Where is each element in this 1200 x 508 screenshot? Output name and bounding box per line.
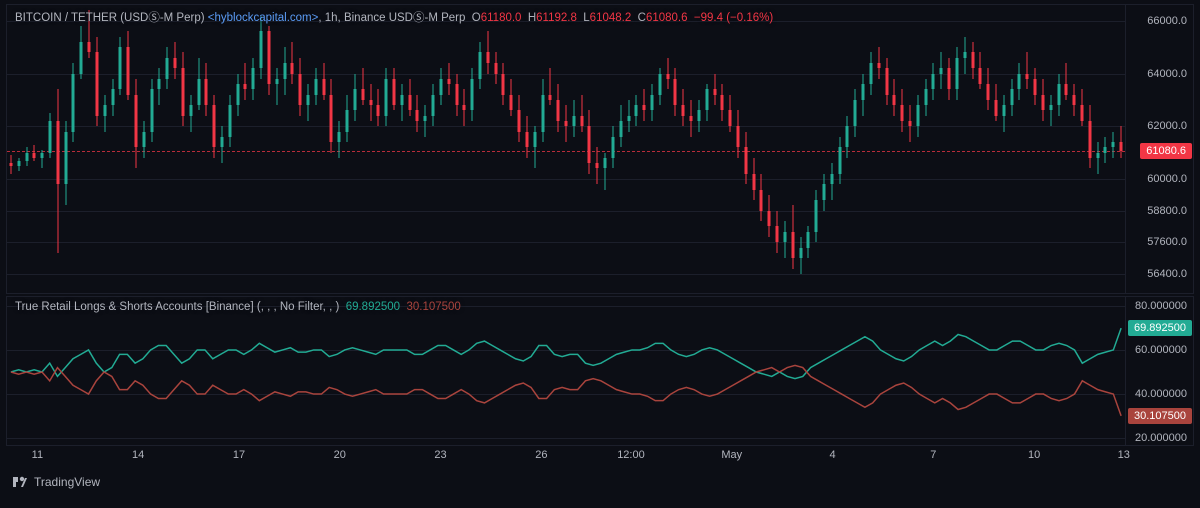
c-value: 61080.6 [646,12,688,24]
price-panel[interactable]: BITCOIN / TETHER (USDⓈ-M Perp) <hyblockc… [6,4,1194,294]
price-plot[interactable] [7,5,1125,293]
exchange-label: Binance USDⓈ-M Perp [344,12,465,24]
indicator-y-axis[interactable]: 80.00000060.00000040.00000020.00000069.8… [1125,297,1193,445]
indicator-params: (, , , No Filter, , ) [257,301,339,313]
h-value: 61192.8 [536,12,577,24]
indicator-name: True Retail Longs & Shorts Accounts [Bin… [15,301,254,313]
price-y-axis[interactable]: 66000.064000.062000.060000.058800.057600… [1125,5,1193,293]
o-value: 61180.0 [481,12,522,24]
long-value: 69.892500 [346,301,400,313]
tradingview-logo-icon [12,474,28,490]
pair-name: BITCOIN / TETHER (USDⓈ-M Perp) [15,12,205,24]
h-label: H [528,12,536,24]
change-value: −99.4 (−0.16%) [694,12,773,24]
c-label: C [638,12,646,24]
indicator-panel[interactable]: True Retail Longs & Shorts Accounts [Bin… [6,296,1194,446]
brand-text: TradingView [34,475,100,489]
price-legend: BITCOIN / TETHER (USDⓈ-M Perp) <hyblockc… [15,9,773,25]
time-axis[interactable]: 11141720232612:00May471013 [6,446,1194,468]
indicator-legend: True Retail Longs & Shorts Accounts [Bin… [15,301,461,313]
footer-brand: TradingView [6,468,1194,496]
o-label: O [472,12,481,24]
l-value: 61048.2 [590,12,632,24]
source-tag: <hyblockcapital.com> [208,12,319,24]
indicator-plot[interactable] [7,297,1125,445]
interval-label: , 1h, [318,12,340,24]
short-value: 30.107500 [406,301,460,313]
